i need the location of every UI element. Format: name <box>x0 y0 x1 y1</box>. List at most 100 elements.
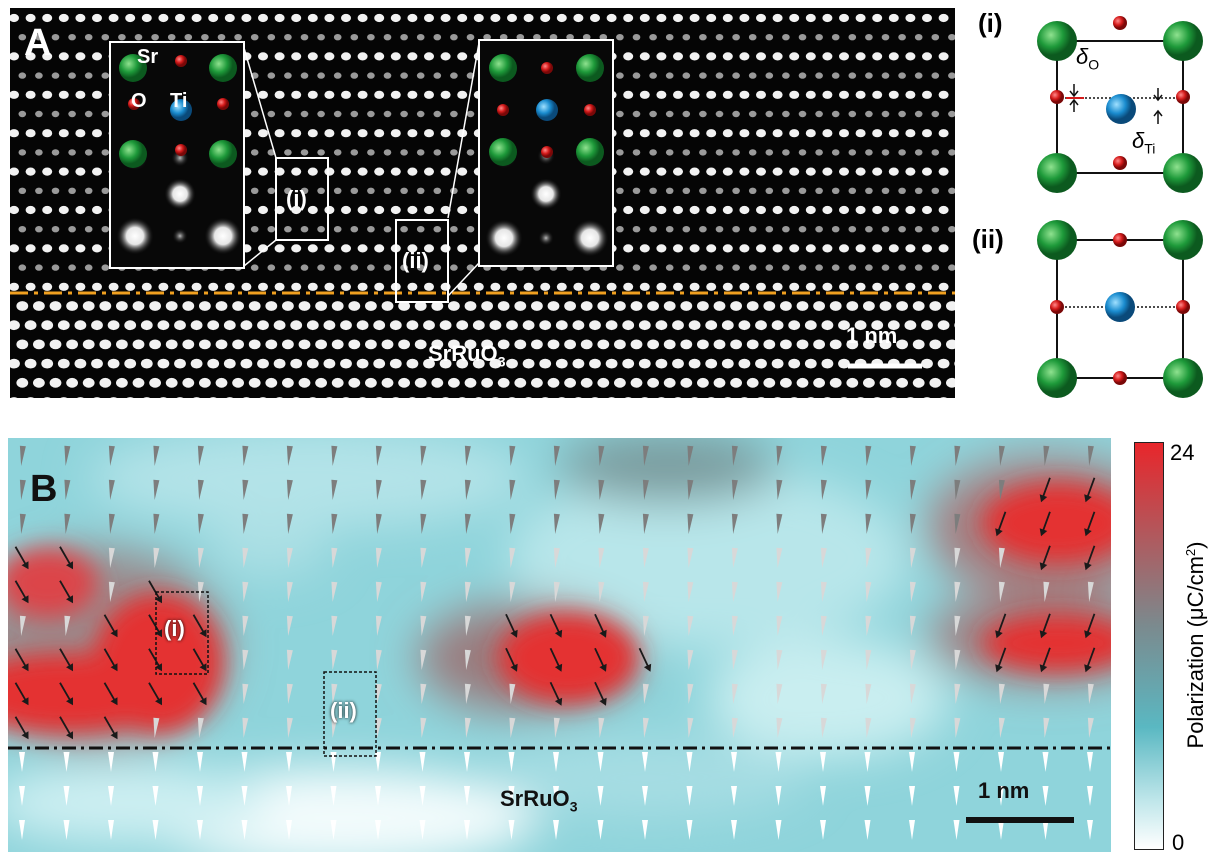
atom-column <box>489 358 502 369</box>
atom-column <box>722 90 733 99</box>
atom-column <box>616 110 624 118</box>
atom-column <box>922 129 932 138</box>
atom-column <box>580 339 593 350</box>
atom-column <box>307 13 318 23</box>
atom-column <box>25 282 36 291</box>
atom-column <box>921 320 933 331</box>
polarization-arrow <box>1087 786 1093 806</box>
atom-column <box>923 397 931 398</box>
polarization-arrow <box>553 445 560 466</box>
atom-column <box>838 358 850 369</box>
atom-column <box>888 13 899 23</box>
atom-column <box>632 264 641 271</box>
atom-column <box>599 34 608 41</box>
atom-column <box>688 320 701 331</box>
atom-column <box>258 90 268 99</box>
atom-column <box>472 320 485 331</box>
atom-column <box>699 72 707 79</box>
atom-column <box>125 13 136 23</box>
polarization-arrow <box>148 648 162 672</box>
atom-column <box>317 34 325 41</box>
atom-column <box>473 13 484 23</box>
atom-column <box>116 339 128 350</box>
atom-column <box>250 149 259 156</box>
atom-column <box>274 167 285 176</box>
polarization-arrow <box>464 615 471 636</box>
atom-column <box>215 301 228 311</box>
atom-column <box>914 187 923 194</box>
atom-column <box>896 339 908 350</box>
polarization-arrow <box>553 786 559 806</box>
atom-column <box>722 52 733 61</box>
atom-column <box>416 149 425 156</box>
polarization-arrow <box>687 547 694 568</box>
atom-column <box>267 226 276 233</box>
polarization-arrow <box>776 683 783 704</box>
atom-column <box>431 377 444 388</box>
atom-column <box>101 72 110 79</box>
polarization-arrow <box>909 786 915 806</box>
atom-column <box>616 149 624 156</box>
atom-column <box>165 301 178 311</box>
polarization-arrow <box>909 717 916 738</box>
polarization-arrow <box>995 647 1007 673</box>
atom-column <box>267 187 276 194</box>
atom-column <box>274 129 285 138</box>
atom-column <box>365 339 377 350</box>
atom-column <box>424 129 434 138</box>
atom-column <box>265 377 278 388</box>
polarization-arrow <box>505 613 518 638</box>
atom-column <box>307 167 318 176</box>
atom-column <box>400 187 408 194</box>
atom-column <box>25 52 36 61</box>
atom-column <box>649 34 657 41</box>
atom-column <box>191 282 202 291</box>
atom-column <box>748 264 757 271</box>
atom-column <box>390 167 401 176</box>
atom-column <box>722 129 733 138</box>
atom-column <box>165 377 178 388</box>
atom-column <box>241 282 252 291</box>
atom-column <box>265 301 278 311</box>
atom-column <box>217 34 226 41</box>
atom-column <box>673 244 683 253</box>
atom-column <box>931 149 940 156</box>
atom-column <box>149 377 162 388</box>
atom-column <box>914 264 923 271</box>
polarization-arrow <box>776 615 783 636</box>
polarization-arrow <box>509 717 516 738</box>
atom-column <box>748 149 757 156</box>
atom-column <box>373 320 386 331</box>
atom-column <box>905 167 916 176</box>
atom-column <box>665 187 674 194</box>
polarization-arrow <box>375 649 382 670</box>
atom-column <box>922 167 932 176</box>
atom-column <box>780 377 792 388</box>
atom-column <box>839 129 849 138</box>
atom-column <box>616 187 624 194</box>
atom-column <box>57 320 70 331</box>
atom-column <box>215 339 228 350</box>
atom-column <box>948 264 955 271</box>
atom-column <box>407 167 418 176</box>
atom-column <box>805 129 816 138</box>
atom-column <box>948 34 955 41</box>
atom-column <box>641 397 649 398</box>
atom-column <box>639 129 650 138</box>
atom-column <box>863 301 875 311</box>
atom-column <box>748 187 757 194</box>
atom-column <box>898 72 906 79</box>
atom-column <box>680 339 693 350</box>
atom-column <box>938 244 949 253</box>
atom-column <box>365 301 377 311</box>
atom-column <box>51 187 60 194</box>
atom-column <box>66 377 78 388</box>
atom-column <box>16 377 29 388</box>
atom-column <box>931 187 940 194</box>
atom-column <box>765 34 774 41</box>
polarization-arrow <box>14 682 29 706</box>
atom-column <box>300 34 309 41</box>
atom-column <box>193 397 201 398</box>
polarization-vectors <box>14 445 1096 840</box>
atom-column <box>400 226 408 233</box>
